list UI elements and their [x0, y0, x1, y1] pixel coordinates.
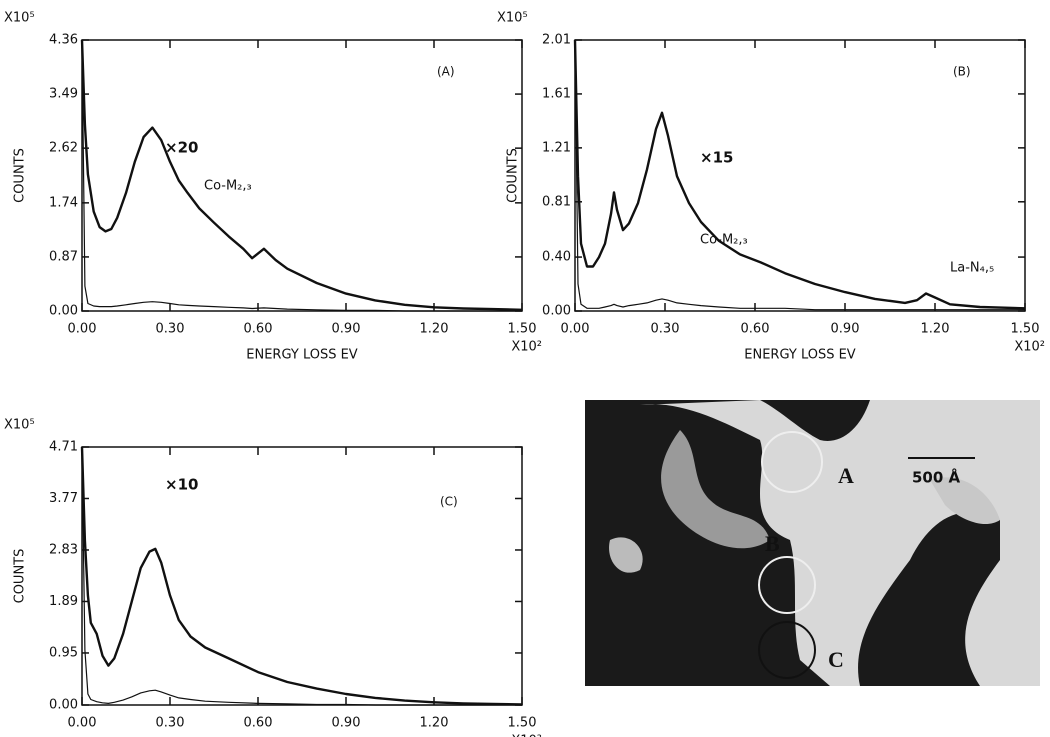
y-axis-label: COUNTS: [13, 549, 28, 604]
line-series: [81, 39, 522, 312]
region-label: B: [765, 531, 780, 556]
annotation: La-N₄,₅: [950, 261, 994, 276]
annotation: Co-M₂,₃: [204, 179, 252, 194]
x-tick-label: 1.50: [508, 322, 537, 337]
x-tick-label: 0.60: [244, 716, 273, 731]
x-tick-label: 1.50: [508, 716, 537, 731]
line-series: [573, 39, 1026, 310]
line-series: [81, 446, 522, 706]
x-axis-label: ENERGY LOSS EV: [246, 348, 358, 363]
x-tick-label: 0.30: [156, 322, 185, 337]
gray-region: [930, 477, 1000, 525]
annotation: ×15: [700, 149, 733, 167]
x-multiplier: X10²: [511, 734, 542, 737]
x-multiplier: X10²: [511, 340, 542, 355]
y-tick-label: 0.00: [49, 304, 78, 319]
y-tick-label: 4.71: [49, 440, 78, 455]
y-tick-label: 1.89: [49, 594, 78, 609]
x-tick-label: 0.90: [332, 716, 361, 731]
chart: 0.00 0.40 0.81 1.21 1.61 2.01 0.00 0.30 0.60 0.90…: [497, 11, 1045, 363]
panel-label: (B): [953, 65, 971, 79]
y-tick-label: 2.01: [542, 33, 571, 48]
gray-region: [609, 537, 643, 573]
line-series: [80, 39, 523, 311]
y-tick-label: 0.95: [49, 645, 78, 660]
y-multiplier: X10⁵: [4, 11, 35, 26]
y-axis-label: COUNTS: [506, 148, 521, 203]
panel-label: (C): [440, 495, 458, 509]
line-series: [80, 446, 523, 706]
y-multiplier: X10⁵: [4, 418, 35, 433]
chart: 0.00 0.87 1.74 2.62 3.49 4.36 0.00 0.30 0.60 0.90…: [4, 11, 542, 363]
annotation: Co-M₂,₃: [700, 233, 748, 248]
y-tick-label: 2.83: [49, 542, 78, 557]
chart: 0.00 0.95 1.89 2.83 3.77 4.71 0.00 0.30 0.60 0.90…: [4, 418, 542, 737]
y-tick-label: 3.49: [49, 87, 78, 102]
micrograph: A B C 500 Å: [585, 400, 1040, 686]
y-tick-label: 4.36: [49, 33, 78, 48]
region-circle: [758, 556, 816, 614]
plot-frame: [81, 446, 523, 706]
x-tick-label: 1.20: [420, 716, 449, 731]
plot-frame: [574, 39, 1026, 312]
x-tick-label: 1.50: [1011, 322, 1040, 337]
line-series: [574, 39, 1025, 311]
region-circle: [758, 621, 816, 679]
region-circle: [761, 431, 823, 493]
y-tick-label: 2.62: [49, 141, 78, 156]
x-tick-label: 0.00: [68, 716, 97, 731]
x-axis-label: ENERGY LOSS EV: [744, 348, 856, 363]
y-tick-label: 1.74: [49, 195, 78, 210]
x-tick-label: 0.30: [651, 322, 680, 337]
x-tick-label: 0.00: [68, 322, 97, 337]
y-tick-label: 1.61: [542, 86, 571, 101]
scale-bar-label: 500 Å: [912, 468, 961, 487]
x-tick-label: 0.60: [741, 322, 770, 337]
panel-label: (A): [437, 65, 455, 79]
x-tick-label: 1.20: [921, 322, 950, 337]
y-tick-label: 3.77: [49, 491, 78, 506]
y-tick-label: 1.21: [542, 140, 571, 155]
x-tick-label: 0.60: [244, 322, 273, 337]
gray-region: [661, 430, 770, 549]
x-tick-label: 0.30: [156, 716, 185, 731]
x-tick-label: 1.20: [420, 322, 449, 337]
y-multiplier: X10⁵: [497, 11, 528, 26]
plot-frame: [81, 39, 523, 312]
y-tick-label: 0.40: [542, 250, 571, 265]
y-tick-label: 0.00: [542, 304, 571, 319]
x-tick-label: 0.90: [831, 322, 860, 337]
region-label: C: [828, 647, 844, 672]
x-tick-label: 0.00: [561, 322, 590, 337]
x-tick-label: 0.90: [332, 322, 361, 337]
region-label: A: [838, 463, 854, 488]
annotation: ×20: [165, 139, 198, 157]
y-tick-label: 0.00: [49, 698, 78, 713]
annotation: ×10: [165, 476, 198, 494]
y-axis-label: COUNTS: [13, 148, 28, 203]
x-multiplier: X10²: [1014, 340, 1045, 355]
y-tick-label: 0.81: [542, 194, 571, 209]
bright-region: [640, 400, 1040, 686]
y-tick-label: 0.87: [49, 249, 78, 264]
